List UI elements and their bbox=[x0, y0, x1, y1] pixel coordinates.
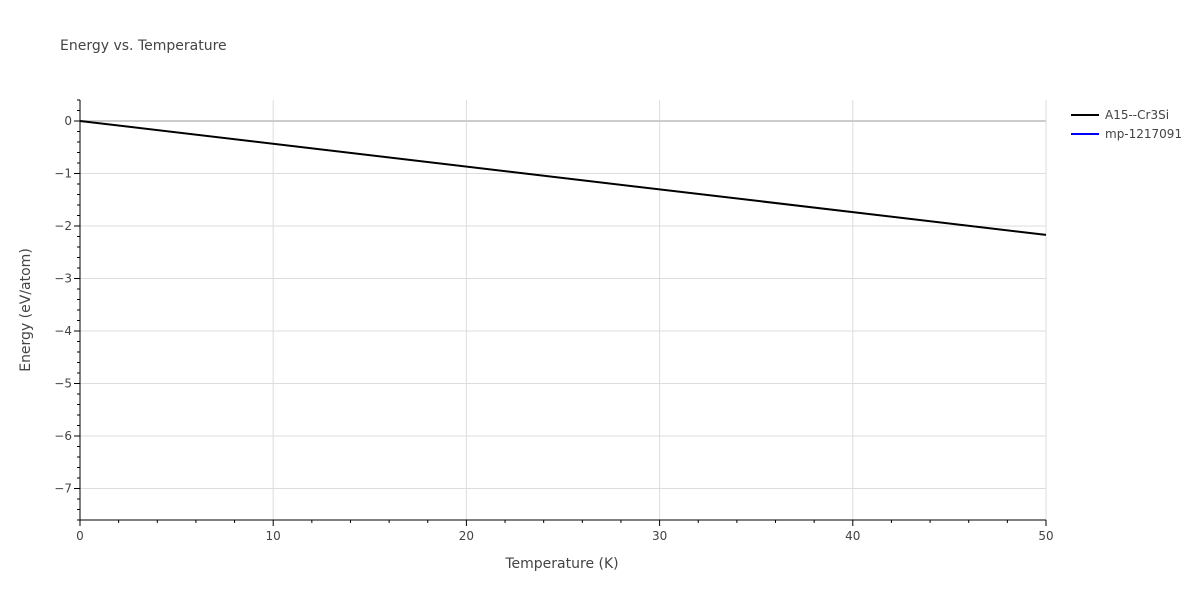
legend-item[interactable]: A15--Cr3Si bbox=[1071, 108, 1169, 122]
x-axis-label: Temperature (K) bbox=[504, 556, 618, 572]
legend-label: mp-1217091 bbox=[1105, 127, 1182, 141]
series-line bbox=[79, 120, 1047, 236]
x-tick-label: 50 bbox=[1038, 529, 1053, 543]
legend[interactable]: A15--Cr3Si mp-1217091 bbox=[1071, 108, 1182, 141]
axes bbox=[74, 99, 1047, 526]
y-tick-label: −7 bbox=[54, 482, 72, 496]
x-tick-label: 20 bbox=[459, 529, 474, 543]
grid bbox=[80, 100, 1047, 520]
x-tick-label: 40 bbox=[845, 529, 860, 543]
y-tick-label: −6 bbox=[54, 429, 72, 443]
y-tick-label: −5 bbox=[54, 377, 72, 391]
chart-title: Energy vs. Temperature bbox=[60, 38, 227, 54]
y-tick-label: −3 bbox=[54, 272, 72, 286]
y-tick-label: −4 bbox=[54, 324, 72, 338]
y-tick-label: 0 bbox=[64, 114, 72, 128]
tick-labels: 0 10 20 30 40 50 0 −1 −2 −3 −4 −5 −6 −7 bbox=[54, 114, 1053, 543]
y-axis-label: Energy (eV/atom) bbox=[18, 248, 34, 372]
legend-item[interactable]: mp-1217091 bbox=[1071, 127, 1182, 141]
x-tick-label: 30 bbox=[652, 529, 667, 543]
y-tick-label: −2 bbox=[54, 219, 72, 233]
legend-label: A15--Cr3Si bbox=[1105, 108, 1169, 122]
x-tick-label: 0 bbox=[76, 529, 84, 543]
x-tick-label: 10 bbox=[266, 529, 281, 543]
plot-area bbox=[79, 120, 1047, 236]
y-tick-label: −1 bbox=[54, 167, 72, 181]
